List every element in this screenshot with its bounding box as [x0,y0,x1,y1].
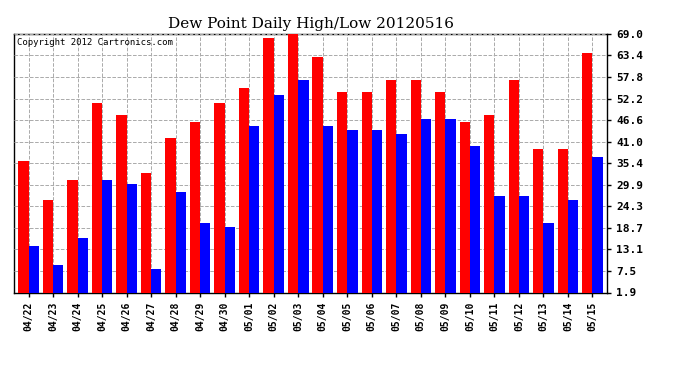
Bar [43,200,53,300]
Bar [484,115,495,300]
Bar [372,130,382,300]
Bar [117,115,126,300]
Bar [53,265,63,300]
Bar [200,223,210,300]
Bar [544,223,554,300]
Bar [298,80,308,300]
Bar [92,103,102,300]
Bar [141,172,151,300]
Bar [568,200,578,300]
Bar [495,196,504,300]
Bar [347,130,357,300]
Bar [166,138,176,300]
Bar [176,192,186,300]
Bar [509,80,519,300]
Bar [421,118,431,300]
Text: Copyright 2012 Cartronics.com: Copyright 2012 Cartronics.com [17,38,172,46]
Bar [264,38,274,300]
Bar [396,134,406,300]
Bar [323,126,333,300]
Bar [274,96,284,300]
Bar [151,269,161,300]
Bar [519,196,529,300]
Bar [190,123,200,300]
Bar [445,118,455,300]
Bar [288,34,298,300]
Bar [239,88,249,300]
Bar [18,161,28,300]
Bar [215,103,225,300]
Bar [126,184,137,300]
Bar [249,126,259,300]
Bar [533,149,544,300]
Bar [313,57,323,300]
Bar [470,146,480,300]
Bar [435,92,445,300]
Bar [102,180,112,300]
Bar [225,226,235,300]
Bar [67,180,77,300]
Bar [386,80,396,300]
Bar [582,53,593,300]
Bar [28,246,39,300]
Bar [362,92,372,300]
Bar [411,80,421,300]
Bar [77,238,88,300]
Bar [558,149,568,300]
Bar [460,123,470,300]
Title: Dew Point Daily High/Low 20120516: Dew Point Daily High/Low 20120516 [168,17,453,31]
Bar [337,92,347,300]
Bar [593,157,603,300]
